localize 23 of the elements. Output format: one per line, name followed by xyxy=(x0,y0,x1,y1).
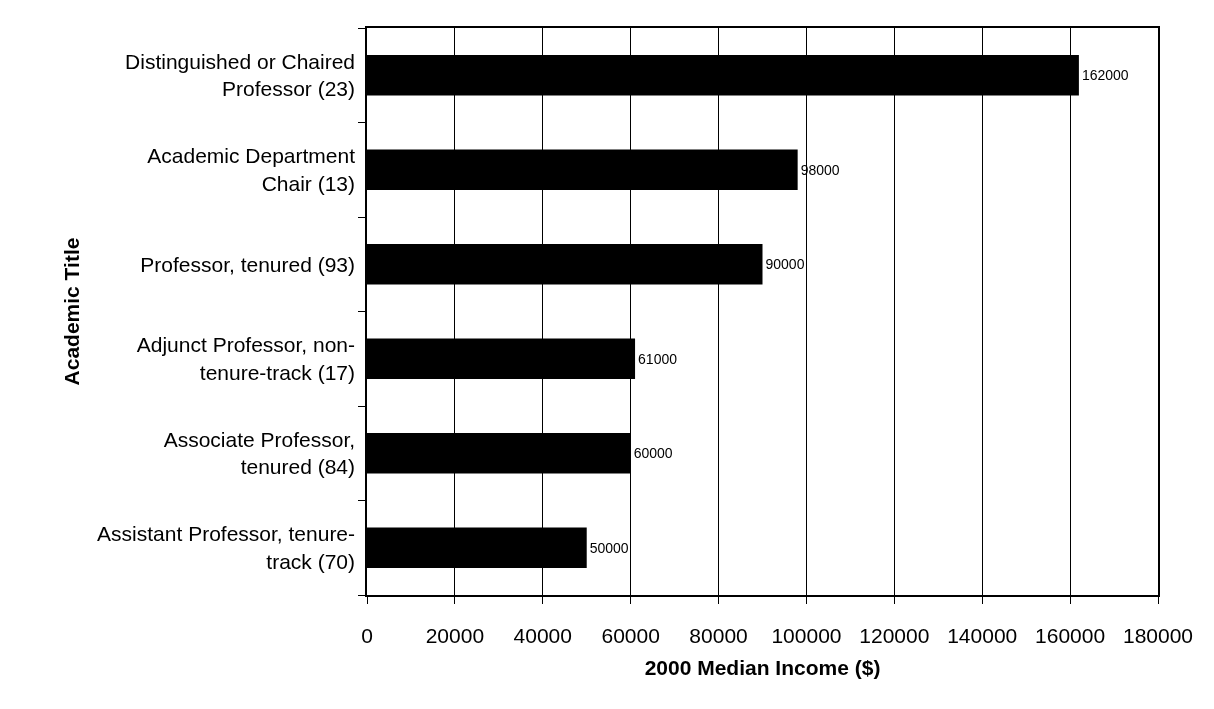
x-tick-label: 160000 xyxy=(1035,623,1106,647)
data-label: 60000 xyxy=(633,445,673,462)
y-tick-label: Professor, tenured (93) xyxy=(140,252,356,276)
x-tick-label: 60000 xyxy=(601,623,660,647)
x-tick-label: 120000 xyxy=(859,623,930,647)
x-tick-label: 100000 xyxy=(771,623,842,647)
y-tick-label: Distinguished or Chaired Professor (23) xyxy=(125,49,356,101)
x-tick-label: 40000 xyxy=(513,623,572,647)
y-tick-label: Academic Department Chair (13) xyxy=(147,144,356,195)
y-tick-label: Adjunct Professor, non- tenure-track (17) xyxy=(136,333,356,384)
y-axis-title: Academic Title xyxy=(59,237,83,386)
x-tick-label: 0 xyxy=(361,623,373,647)
y-tick-label: Associate Professor, tenured (84) xyxy=(163,427,356,479)
data-label: 162000 xyxy=(1081,67,1129,84)
x-axis-title: 2000 Median Income ($) xyxy=(644,655,881,679)
y-tick-label: Assistant Professor, tenure- track (70) xyxy=(97,522,356,573)
x-tick-label: 140000 xyxy=(947,623,1018,647)
data-label: 50000 xyxy=(589,539,629,556)
data-label: 90000 xyxy=(765,256,805,273)
x-tick-label: 180000 xyxy=(1122,623,1194,647)
x-tick-label: 80000 xyxy=(689,623,748,647)
x-tick-label: 20000 xyxy=(425,623,485,647)
data-label: 61000 xyxy=(638,350,678,367)
